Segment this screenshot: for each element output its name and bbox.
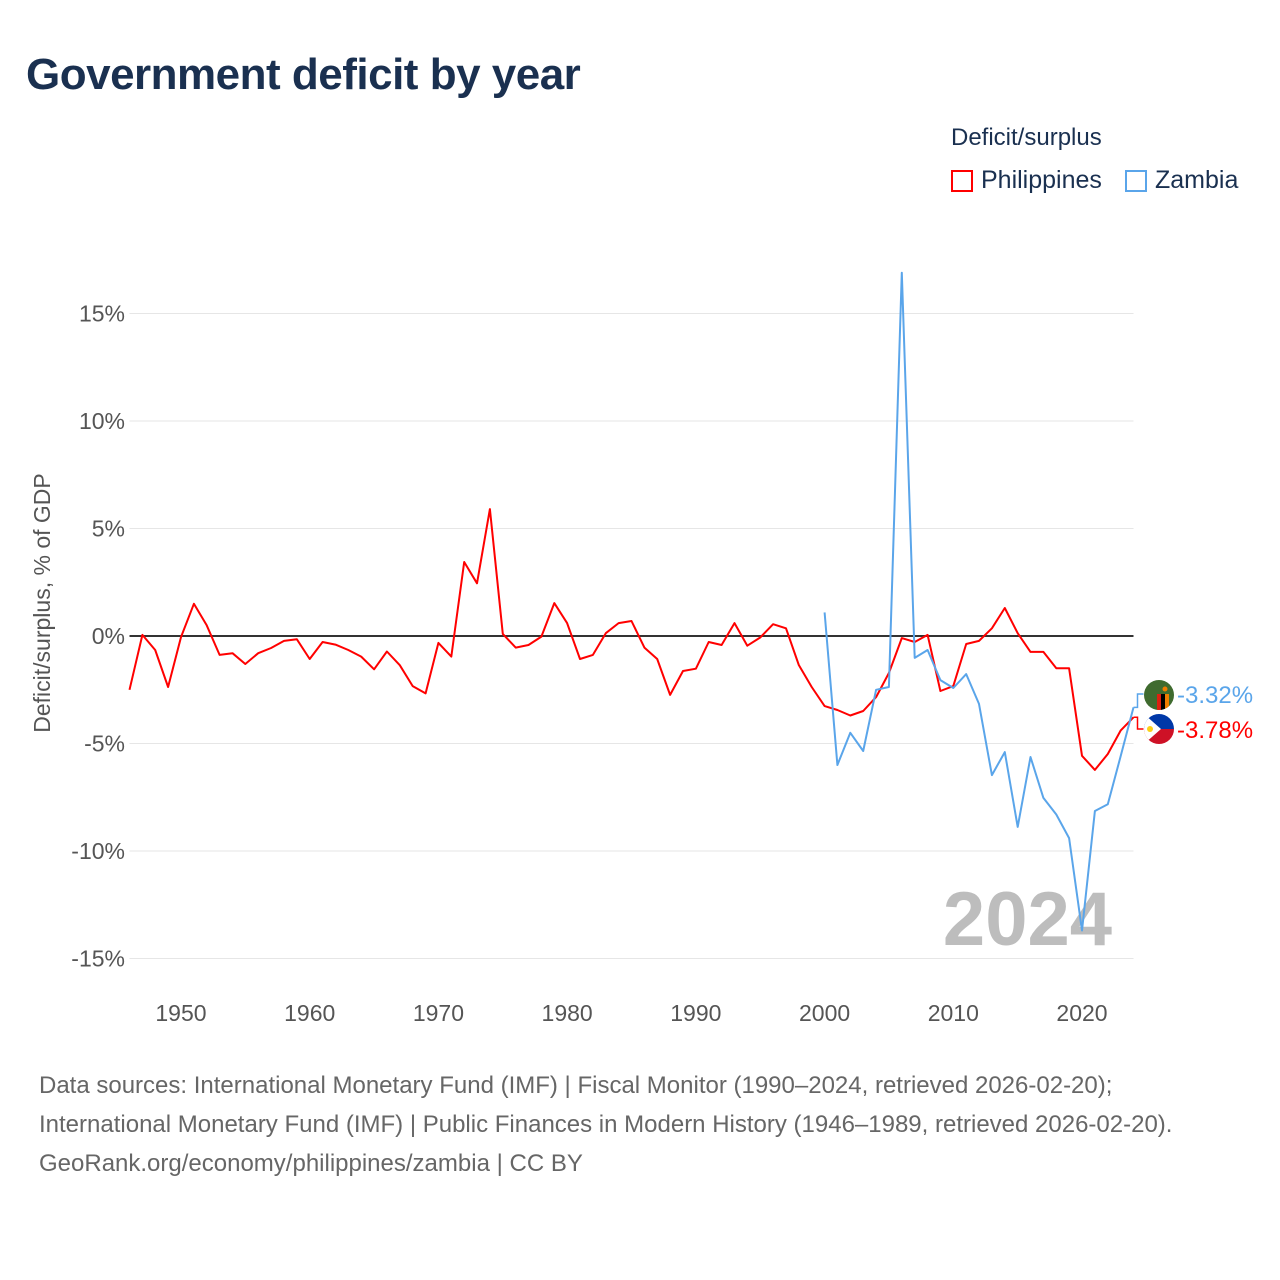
y-tick-label: 5% [92, 516, 125, 542]
legend-label: Zambia [1155, 166, 1239, 194]
credit-link[interactable]: GeoRank.org/economy/philippines/zambia |… [39, 1150, 583, 1177]
x-tick-label: 1990 [670, 1000, 721, 1026]
data-sources: Data sources: International Monetary Fun… [39, 1072, 1173, 1138]
x-tick-label: 2020 [1056, 1000, 1107, 1026]
end-label-connector [1133, 716, 1144, 730]
philippines-flag-icon [1144, 714, 1174, 744]
y-axis-label: Deficit/surplus, % of GDP [29, 473, 55, 732]
y-tick-label: -5% [84, 731, 125, 757]
end-label-connector [1133, 693, 1144, 709]
x-tick-label: 2000 [799, 1000, 850, 1026]
legend-item-zambia[interactable]: Zambia [1125, 166, 1238, 195]
end-value-label-zambia: -3.32% [1177, 682, 1253, 709]
y-tick-label: 15% [79, 301, 125, 327]
legend-title: Deficit/surplus [951, 124, 1102, 151]
zambia-flag-icon [1144, 680, 1174, 710]
legend-swatch-zambia [1125, 169, 1147, 192]
x-tick-label: 1980 [542, 1000, 593, 1026]
series-line-zambia [823, 271, 1135, 932]
line-chart: 15% 10% 5% 0% -5% -10% -15% 1950 1960 1970 1980 199… [29, 271, 1253, 1026]
y-tick-label: 0% [92, 623, 125, 649]
x-tick-label: 2010 [928, 1000, 979, 1026]
x-tick-label: 1950 [155, 1000, 206, 1026]
footer: Data sources: International Monetary Fun… [39, 1066, 1239, 1183]
y-tick-label: 10% [79, 408, 125, 434]
y-tick-label: -15% [71, 946, 125, 972]
legend-item-philippines[interactable]: Philippines [951, 166, 1102, 195]
series-line-philippines [128, 508, 1135, 771]
x-tick-label: 1960 [284, 1000, 335, 1026]
end-value-label-philippines: -3.78% [1177, 717, 1253, 744]
legend-swatch-philippines [951, 169, 973, 192]
legend-label: Philippines [981, 166, 1102, 194]
y-tick-label: -10% [71, 838, 125, 864]
chart-title: Government deficit by year [26, 50, 581, 99]
x-tick-label: 1970 [413, 1000, 464, 1026]
